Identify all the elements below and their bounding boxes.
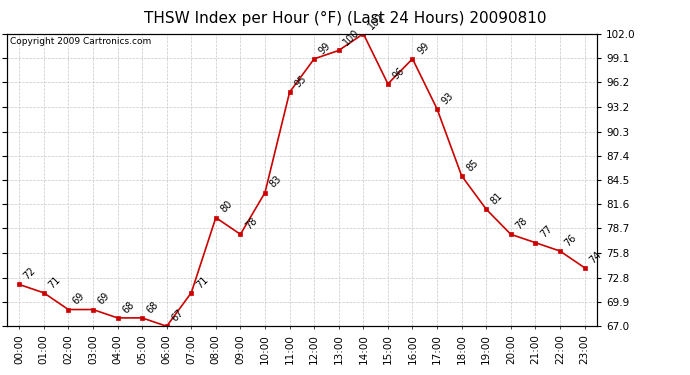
Text: 78: 78: [243, 216, 259, 231]
Text: 102: 102: [366, 11, 386, 31]
Text: 72: 72: [22, 266, 38, 282]
Text: 100: 100: [342, 28, 362, 48]
Text: 80: 80: [219, 199, 235, 215]
Text: 67: 67: [170, 308, 186, 324]
Text: THSW Index per Hour (°F) (Last 24 Hours) 20090810: THSW Index per Hour (°F) (Last 24 Hours)…: [144, 11, 546, 26]
Text: 71: 71: [46, 274, 62, 290]
Text: 74: 74: [587, 249, 603, 265]
Text: 78: 78: [513, 216, 529, 231]
Text: 99: 99: [415, 40, 431, 56]
Text: 76: 76: [563, 232, 579, 248]
Text: 93: 93: [440, 90, 455, 106]
Text: 71: 71: [194, 274, 210, 290]
Text: 96: 96: [391, 65, 406, 81]
Text: 83: 83: [268, 174, 284, 190]
Text: 95: 95: [293, 74, 308, 90]
Text: 99: 99: [317, 40, 333, 56]
Text: 69: 69: [96, 291, 112, 307]
Text: 85: 85: [464, 157, 480, 173]
Text: Copyright 2009 Cartronics.com: Copyright 2009 Cartronics.com: [10, 37, 151, 46]
Text: 81: 81: [489, 191, 505, 207]
Text: 69: 69: [71, 291, 87, 307]
Text: 68: 68: [145, 299, 161, 315]
Text: 77: 77: [538, 224, 554, 240]
Text: 68: 68: [120, 299, 136, 315]
